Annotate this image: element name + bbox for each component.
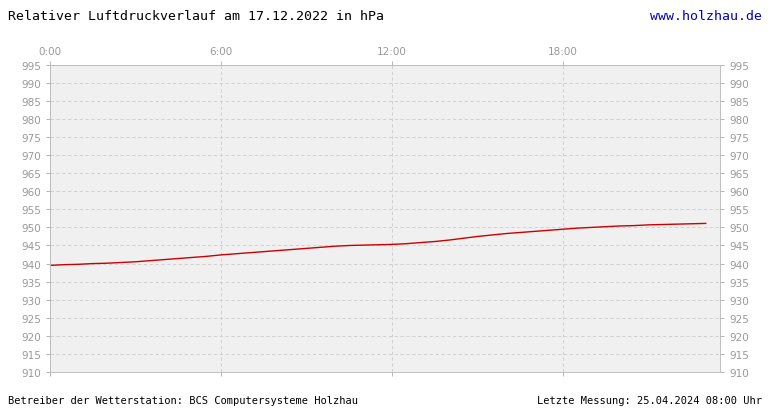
Text: Relativer Luftdruckverlauf am 17.12.2022 in hPa: Relativer Luftdruckverlauf am 17.12.2022… <box>8 10 383 23</box>
Text: Betreiber der Wetterstation: BCS Computersysteme Holzhau: Betreiber der Wetterstation: BCS Compute… <box>8 395 358 405</box>
Text: www.holzhau.de: www.holzhau.de <box>651 10 762 23</box>
Text: Letzte Messung: 25.04.2024 08:00 Uhr: Letzte Messung: 25.04.2024 08:00 Uhr <box>537 395 762 405</box>
